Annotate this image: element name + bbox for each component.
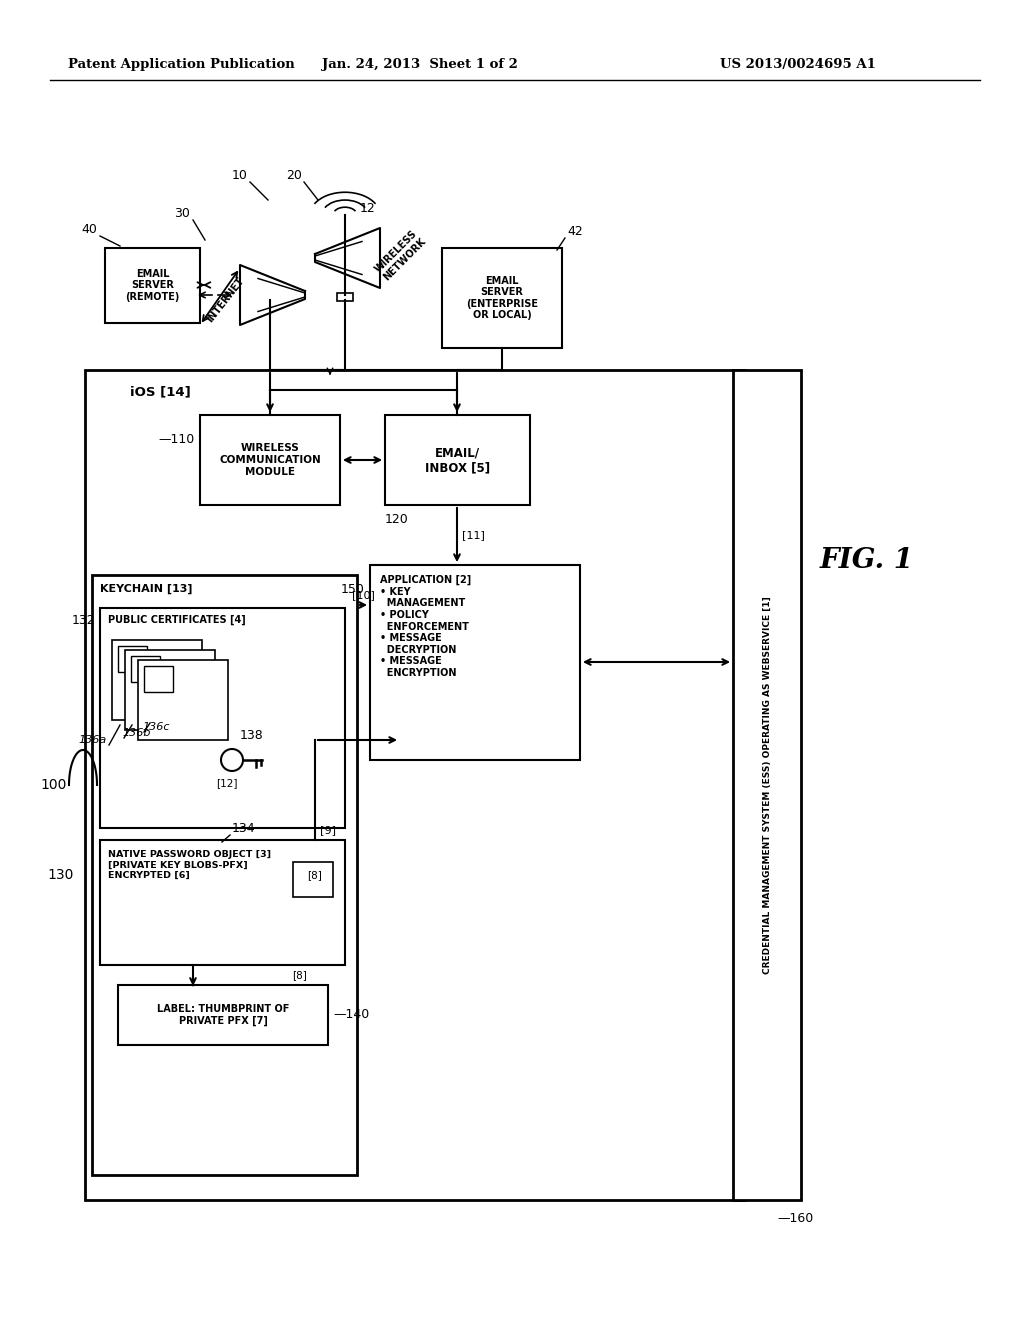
FancyBboxPatch shape	[385, 414, 530, 506]
Text: KEYCHAIN [13]: KEYCHAIN [13]	[100, 583, 193, 594]
FancyBboxPatch shape	[85, 370, 745, 1200]
Text: 100: 100	[41, 777, 67, 792]
Text: [9]: [9]	[319, 825, 336, 836]
Text: Patent Application Publication: Patent Application Publication	[68, 58, 295, 71]
Text: [8]: [8]	[307, 870, 323, 880]
Text: [8]: [8]	[293, 970, 307, 979]
Text: US 2013/0024695 A1: US 2013/0024695 A1	[720, 58, 876, 71]
Text: —160: —160	[777, 1212, 813, 1225]
Text: EMAIL
SERVER
(ENTERPRISE
OR LOCAL): EMAIL SERVER (ENTERPRISE OR LOCAL)	[466, 276, 538, 321]
FancyBboxPatch shape	[733, 370, 801, 1200]
FancyBboxPatch shape	[125, 649, 215, 730]
Text: 120: 120	[385, 513, 409, 525]
FancyBboxPatch shape	[144, 667, 173, 692]
Text: 130: 130	[48, 869, 74, 882]
Text: 136b: 136b	[122, 729, 151, 738]
Text: EMAIL/
INBOX [5]: EMAIL/ INBOX [5]	[425, 446, 490, 474]
Text: 150: 150	[341, 583, 365, 597]
Text: 42: 42	[567, 224, 583, 238]
Text: 134: 134	[232, 822, 256, 836]
FancyBboxPatch shape	[118, 985, 328, 1045]
Text: 138: 138	[240, 729, 264, 742]
FancyBboxPatch shape	[200, 414, 340, 506]
Text: [10]: [10]	[351, 590, 375, 601]
FancyBboxPatch shape	[105, 248, 200, 323]
Text: [12]: [12]	[216, 777, 238, 788]
Text: APPLICATION [2]
• KEY
  MANAGEMENT
• POLICY
  ENFORCEMENT
• MESSAGE
  DECRYPTION: APPLICATION [2] • KEY MANAGEMENT • POLIC…	[380, 576, 471, 678]
Text: —140: —140	[333, 1008, 370, 1022]
FancyBboxPatch shape	[100, 840, 345, 965]
FancyBboxPatch shape	[100, 609, 345, 828]
Text: WIRELESS
COMMUNICATION
MODULE: WIRELESS COMMUNICATION MODULE	[219, 444, 321, 477]
Text: EMAIL
SERVER
(REMOTE): EMAIL SERVER (REMOTE)	[125, 269, 179, 302]
Text: Jan. 24, 2013  Sheet 1 of 2: Jan. 24, 2013 Sheet 1 of 2	[323, 58, 518, 71]
Text: WIRELESS
NETWORK: WIRELESS NETWORK	[373, 228, 427, 282]
Text: FIG. 1: FIG. 1	[820, 546, 914, 573]
Text: 10: 10	[232, 169, 248, 182]
Text: 30: 30	[174, 207, 190, 220]
Text: 20: 20	[286, 169, 302, 182]
FancyBboxPatch shape	[370, 565, 580, 760]
FancyBboxPatch shape	[138, 660, 228, 741]
Text: CREDENTIAL MANAGEMENT SYSTEM (ESS) OPERATING AS WEBSERVICE [1]: CREDENTIAL MANAGEMENT SYSTEM (ESS) OPERA…	[763, 597, 771, 974]
FancyBboxPatch shape	[337, 293, 353, 301]
Text: INTERNET: INTERNET	[205, 276, 246, 325]
Text: iOS [14]: iOS [14]	[130, 385, 190, 399]
FancyBboxPatch shape	[118, 645, 146, 672]
Text: LABEL: THUMBPRINT OF
PRIVATE PFX [7]: LABEL: THUMBPRINT OF PRIVATE PFX [7]	[157, 1005, 289, 1026]
Text: 12: 12	[360, 202, 376, 215]
Text: [11]: [11]	[462, 531, 485, 540]
Text: 136a: 136a	[79, 735, 106, 744]
Text: PUBLIC CERTIFICATES [4]: PUBLIC CERTIFICATES [4]	[108, 615, 246, 626]
Text: —110: —110	[159, 433, 195, 446]
FancyBboxPatch shape	[442, 248, 562, 348]
Text: NATIVE PASSWORD OBJECT [3]
[PRIVATE KEY BLOBS-PFX]
ENCRYPTED [6]: NATIVE PASSWORD OBJECT [3] [PRIVATE KEY …	[108, 850, 271, 880]
FancyBboxPatch shape	[112, 640, 202, 719]
FancyBboxPatch shape	[293, 862, 333, 898]
Text: 136c: 136c	[142, 722, 170, 733]
Text: 132: 132	[72, 614, 95, 627]
FancyBboxPatch shape	[92, 576, 357, 1175]
Text: 40: 40	[81, 223, 97, 236]
FancyBboxPatch shape	[131, 656, 160, 681]
